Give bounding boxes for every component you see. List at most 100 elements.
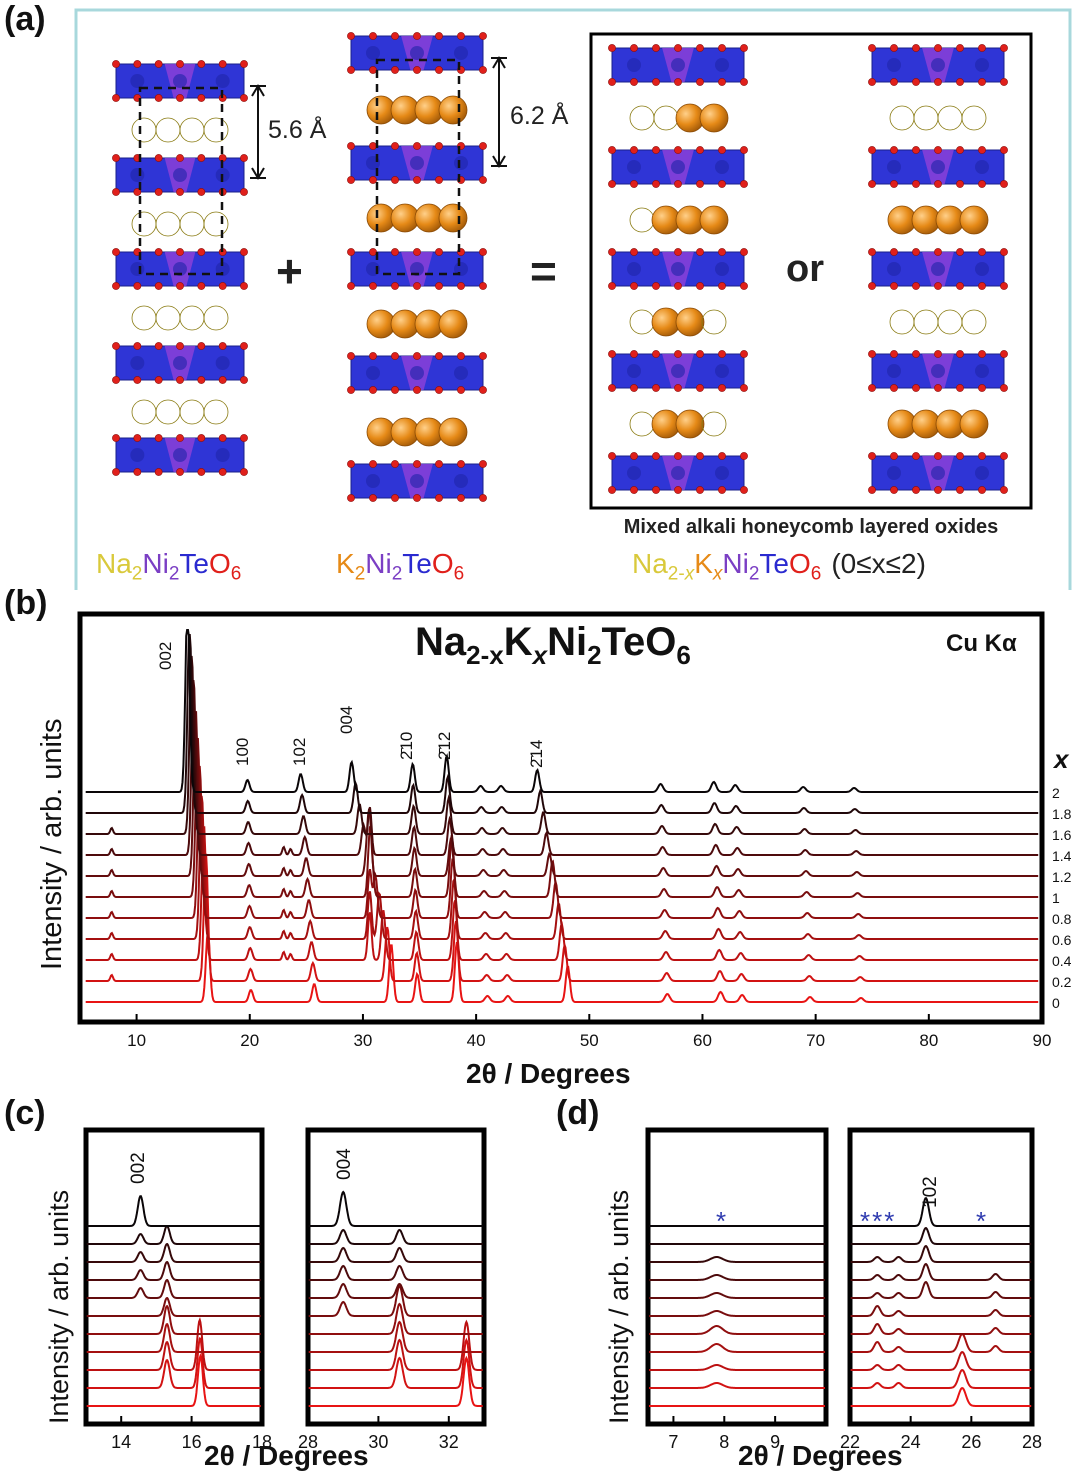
- oxygen-atom: [240, 60, 248, 68]
- na-atom: [203, 399, 229, 425]
- x-label-1.8: 1.8: [1052, 806, 1072, 822]
- oxygen-atom: [1000, 452, 1008, 460]
- oxygen-atom: [652, 248, 660, 256]
- k-atom: [675, 307, 705, 337]
- oxygen-atom: [347, 460, 355, 468]
- oxygen-atom: [133, 60, 142, 68]
- mixed-structure-2: [868, 44, 1008, 494]
- oxygen-atom: [630, 78, 638, 86]
- oxygen-atom: [978, 78, 986, 86]
- oxygen-atom: [630, 452, 638, 460]
- oxygen-atom: [154, 434, 163, 442]
- oxygen-atom: [457, 282, 465, 290]
- oxygen-atom: [479, 386, 487, 394]
- panel-b-xlabel: 2θ / Degrees: [466, 1058, 631, 1089]
- oxygen-atom: [934, 78, 942, 86]
- zoom-curve-x-1.4: [649, 1274, 825, 1281]
- na-atom: [701, 411, 727, 437]
- oxygen-atom: [457, 32, 465, 40]
- formula-part: 2: [168, 563, 180, 585]
- x-tick-label: 40: [467, 1031, 486, 1050]
- zoom-curve-x-2: [850, 1197, 1032, 1227]
- k2ni2teo6-structure: [347, 32, 487, 502]
- k-atom: [438, 417, 468, 447]
- k-atom: [438, 203, 468, 233]
- oxygen-atom: [630, 180, 638, 188]
- oxygen-atom: [868, 146, 876, 154]
- oxygen-atom: [218, 60, 227, 68]
- zoom-curve-x-0.2: [850, 1369, 1032, 1389]
- oxygen-atom: [435, 494, 443, 502]
- panel-d-peak-102: 102: [920, 1176, 941, 1208]
- zoom-x-tick-label: 28: [298, 1432, 318, 1452]
- xrd-curve-x-1.4: [85, 679, 1039, 856]
- oxygen-atom: [197, 94, 206, 102]
- panel-a-label: (a): [4, 0, 46, 38]
- oxygen-atom: [608, 486, 616, 494]
- oxygen-atom: [240, 154, 248, 162]
- formula-part: x: [712, 563, 723, 585]
- formula-part: Ni: [365, 548, 392, 579]
- zoom-curve-x-1: [308, 1284, 483, 1317]
- oxygen-atom: [197, 60, 206, 68]
- octahedral-slab: [347, 352, 487, 394]
- oxygen-atom: [347, 386, 355, 394]
- oxygen-atom: [718, 452, 726, 460]
- zoom-curve-x-1.2: [649, 1292, 825, 1299]
- oxygen-atom: [1000, 384, 1008, 392]
- peak-label-2: 102: [290, 738, 309, 766]
- oxygen-atom: [369, 248, 377, 256]
- oxygen-atom: [413, 352, 421, 360]
- oxygen-atom: [347, 32, 355, 40]
- oxygen-atom: [479, 352, 487, 360]
- oxygen-atom: [956, 452, 964, 460]
- oxygen-atom: [630, 486, 638, 494]
- alkali-layer: [887, 205, 989, 235]
- zoom-x-tick-label: 7: [668, 1432, 678, 1452]
- zoom-curve-x-1.6: [850, 1245, 1032, 1263]
- zoom-curve-x-0.8: [86, 1305, 261, 1335]
- oxygen-atom: [890, 282, 898, 290]
- zoom-curve-x-1.2: [308, 1282, 483, 1299]
- oxygen-atom: [479, 282, 487, 290]
- panel-b-ylabel: Intensity / arb. units: [36, 718, 68, 970]
- oxygen-atom: [608, 350, 616, 358]
- oxygen-atom: [912, 452, 920, 460]
- zoom-x-tick-label: 26: [961, 1432, 981, 1452]
- panel-d-left-series: [649, 1225, 825, 1407]
- oxygen-atom: [740, 282, 748, 290]
- octahedral-slab: [608, 452, 748, 494]
- formula-part: Te: [402, 548, 432, 579]
- alkali-layer: [889, 309, 987, 335]
- oxygen-atom: [696, 486, 704, 494]
- panel-c-left-frame: [83, 1127, 265, 1427]
- formula-part: Na: [96, 548, 132, 579]
- oxygen-atom: [133, 342, 142, 350]
- oxygen-atom: [674, 384, 682, 392]
- x-label-1.6: 1.6: [1052, 827, 1072, 843]
- oxygen-atom: [608, 384, 616, 392]
- oxygen-atom: [696, 78, 704, 86]
- oxygen-atom: [912, 350, 920, 358]
- formula-part: Na: [415, 620, 467, 664]
- zoom-curve-x-1.8: [850, 1227, 1032, 1245]
- oxygen-atom: [176, 468, 184, 476]
- zoom-curve-x-1.8: [308, 1228, 483, 1245]
- oxygen-atom: [176, 94, 184, 102]
- oxygen-atom: [718, 248, 726, 256]
- formula-part: 2-: [667, 563, 685, 585]
- x-label-1.4: 1.4: [1052, 848, 1072, 864]
- peak-label-6: 2̄14: [527, 740, 546, 768]
- oxygen-atom: [890, 384, 898, 392]
- oxygen-atom: [890, 486, 898, 494]
- oxygen-atom: [674, 486, 682, 494]
- oxygen-atom: [696, 384, 704, 392]
- panel-d-right-series: [850, 1197, 1032, 1407]
- zoom-curve-x-1.4: [86, 1261, 261, 1281]
- oxygen-atom: [154, 282, 163, 290]
- oxygen-atom: [630, 384, 638, 392]
- alkali-layer: [131, 117, 229, 143]
- oxygen-atom: [413, 494, 421, 502]
- oxygen-atom: [652, 282, 660, 290]
- x-tick-label: 20: [240, 1031, 259, 1050]
